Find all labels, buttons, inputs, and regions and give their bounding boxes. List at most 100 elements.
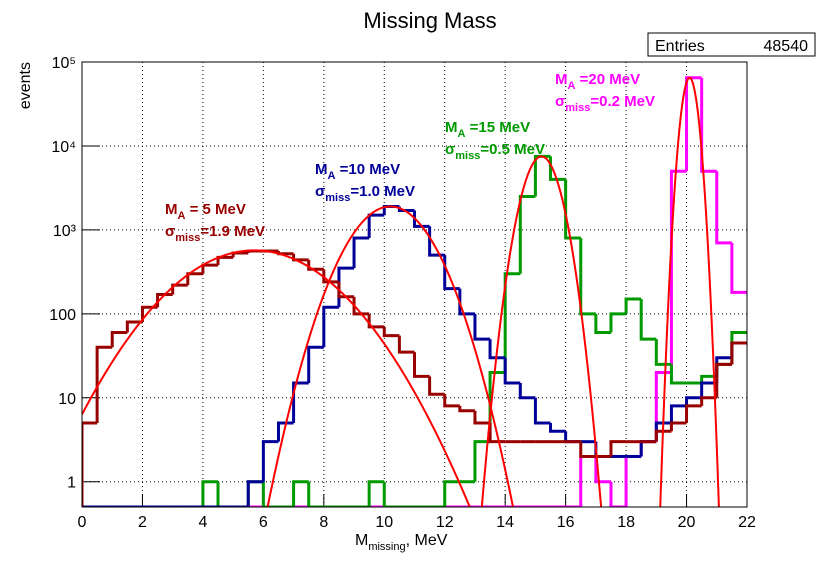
x-tick-label: 2 (138, 514, 147, 531)
text-part: =20 MeV (575, 71, 640, 88)
histogram-bin (624, 297, 642, 314)
fit-curve (480, 155, 603, 507)
histogram-bin (654, 371, 672, 442)
plot-area (82, 76, 747, 507)
text-part: σ (315, 183, 325, 200)
x-tick-label: 10 (375, 514, 393, 531)
histogram-bin (473, 440, 491, 482)
histogram-bin (579, 441, 596, 458)
histogram-bin (473, 313, 491, 341)
histogram-bin (730, 242, 747, 294)
histogram-bin (594, 313, 611, 334)
x-tick-label: 0 (78, 514, 87, 531)
text-part: σ (165, 223, 175, 240)
subscript: A (178, 210, 186, 222)
histogram-bin (307, 481, 324, 507)
histogram-bin (639, 299, 657, 341)
subscript: miss (325, 192, 350, 204)
y-tick-label: 10⁵ (52, 55, 76, 72)
chart-title: Missing Mass (363, 8, 496, 33)
histogram-bin (246, 480, 264, 507)
rich-text: MA =15 MeV (445, 119, 530, 140)
histogram-bin (231, 251, 249, 258)
subscript: miss (565, 102, 590, 114)
histogram-bin (352, 296, 370, 316)
histogram-bin (488, 339, 506, 360)
histogram-bin (730, 330, 747, 365)
subscript: miss (175, 232, 200, 244)
histogram-bin (307, 345, 324, 384)
text-part: =1.9 MeV (200, 223, 265, 240)
histogram-bin (367, 480, 385, 507)
rich-text: MA =10 MeV (315, 161, 400, 182)
subscript: A (328, 170, 336, 182)
histogram-bin (246, 480, 264, 507)
histogram-bin (352, 236, 370, 269)
histogram-bin (700, 374, 717, 384)
text-part: =0.2 MeV (590, 93, 655, 110)
histogram-bin (292, 381, 309, 424)
histogram-bin (669, 421, 687, 432)
histogram-bin (609, 312, 627, 333)
subscript: A (568, 80, 576, 92)
x-tick-label: 14 (496, 514, 514, 531)
x-tick-label: 12 (436, 514, 454, 531)
histogram-bin (715, 356, 732, 384)
y-tick-label: 10³ (53, 223, 77, 240)
x-tick-label: 22 (738, 514, 756, 531)
histogram-bin (700, 381, 717, 398)
histogram-bin (503, 272, 521, 373)
histogram-bin (201, 480, 219, 507)
text-part: =15 MeV (465, 119, 530, 136)
histogram-bin (216, 255, 234, 266)
subscript: miss (455, 150, 480, 162)
rich-text: MA =20 MeV (555, 71, 640, 92)
histogram-bin (443, 394, 460, 408)
histogram-bin (700, 396, 717, 406)
histogram-bin (533, 397, 551, 425)
histogram-bin (639, 440, 657, 457)
histogram-bin (594, 456, 611, 484)
x-tick-label: 8 (319, 514, 328, 531)
histogram-bin (564, 179, 581, 240)
histogram-bin (685, 404, 702, 424)
text-part: σ (555, 93, 565, 110)
histogram-bin (110, 330, 128, 348)
histogram-bin (518, 194, 536, 274)
histogram-bin (413, 210, 430, 228)
subscript: A (458, 128, 466, 140)
histogram-bin (397, 335, 415, 354)
text-part: σ (445, 141, 455, 158)
text-part: M (355, 532, 368, 549)
histogram-bin (458, 405, 475, 413)
histogram-bin (654, 339, 672, 366)
histogram-bin (473, 410, 491, 425)
histogram-bin (125, 320, 143, 333)
histogram-bin (367, 213, 385, 239)
fit-curve (266, 205, 515, 507)
histogram-bin (503, 357, 521, 385)
text-part: M (445, 119, 458, 136)
rich-text: MA = 5 MeV (165, 201, 246, 222)
histogram-bin (715, 362, 732, 398)
histogram-bin (715, 362, 732, 377)
text-part: M (315, 161, 328, 178)
histogram-bin (413, 352, 430, 378)
text-part: = 5 MeV (185, 201, 245, 218)
histogram-bin (685, 76, 702, 172)
histogram-bin (171, 283, 188, 295)
histogram-bin (428, 376, 445, 396)
histogram-bin (201, 263, 219, 274)
plot-frame (81, 61, 748, 508)
stats-box (647, 32, 816, 57)
histogram-bin (337, 266, 355, 308)
histogram-bin (669, 404, 687, 424)
y-axis-label: events (17, 62, 34, 109)
text-part: M (555, 71, 568, 88)
y-tick-label: 10⁴ (51, 139, 76, 156)
rich-text: σmiss=1.0 MeV (315, 183, 415, 204)
histogram-bin (579, 454, 596, 507)
histogram-bin (261, 440, 279, 482)
